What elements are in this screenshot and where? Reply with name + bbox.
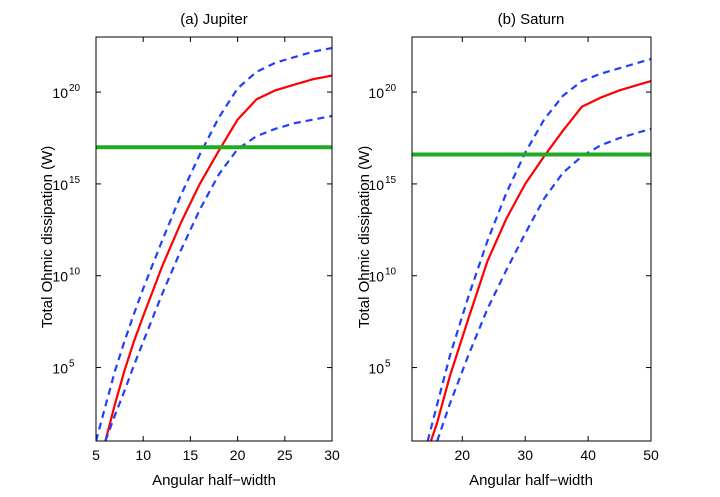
y-tick-label-saturn: 10 bbox=[368, 85, 384, 101]
plot-area-jupiter bbox=[96, 46, 332, 441]
y-tick-exponent-jupiter: 15 bbox=[69, 175, 81, 186]
y-tick-label-saturn: 10 bbox=[368, 361, 384, 377]
x-tick-label-jupiter: 5 bbox=[92, 447, 100, 463]
y-tick-label-saturn: 10 bbox=[368, 269, 384, 285]
x-tick-label-saturn: 30 bbox=[517, 447, 533, 463]
x-tick-label-jupiter: 20 bbox=[230, 447, 246, 463]
series-lower-jupiter bbox=[104, 114, 332, 441]
x-tick-label-jupiter: 30 bbox=[324, 447, 340, 463]
y-tick-exponent-jupiter: 5 bbox=[69, 359, 75, 370]
x-tick-label-saturn: 40 bbox=[580, 447, 596, 463]
y-tick-label-jupiter: 10 bbox=[52, 85, 68, 101]
panel-jupiter: (a) Jupiter Total Ohmic dissipation (W) … bbox=[39, 11, 340, 489]
y-tick-exponent-saturn: 5 bbox=[385, 359, 391, 370]
panel-title-saturn: (b) Saturn bbox=[498, 11, 565, 28]
series-middle-saturn bbox=[429, 80, 651, 441]
axes-box-jupiter bbox=[95, 36, 333, 442]
y-axis-title-jupiter: Total Ohmic dissipation (W) bbox=[39, 146, 56, 329]
y-tick-exponent-saturn: 10 bbox=[385, 267, 397, 278]
y-tick-exponent-saturn: 20 bbox=[385, 83, 397, 94]
series-lower-saturn bbox=[436, 127, 651, 441]
x-axis-title-saturn: Angular half−width bbox=[469, 472, 593, 489]
x-tick-label-jupiter: 10 bbox=[135, 447, 151, 463]
x-tick-label-jupiter: 25 bbox=[277, 447, 293, 463]
series-upper-jupiter bbox=[96, 46, 332, 441]
y-tick-exponent-saturn: 15 bbox=[385, 175, 397, 186]
series-upper-saturn bbox=[426, 57, 651, 441]
y-axis-title-saturn: Total Ohmic dissipation (W) bbox=[356, 146, 373, 329]
y-tick-label-jupiter: 10 bbox=[52, 269, 68, 285]
y-tick-exponent-jupiter: 20 bbox=[69, 83, 81, 94]
x-tick-label-saturn: 50 bbox=[643, 447, 659, 463]
panel-title-jupiter: (a) Jupiter bbox=[180, 11, 248, 28]
x-tick-label-jupiter: 15 bbox=[183, 447, 199, 463]
x-tick-label-saturn: 20 bbox=[455, 447, 471, 463]
plot-area-saturn bbox=[412, 57, 651, 441]
axes-box-saturn bbox=[411, 36, 652, 442]
series-middle-jupiter bbox=[104, 74, 332, 441]
panel-saturn: (b) Saturn Total Ohmic dissipation (W) A… bbox=[356, 11, 659, 489]
x-axis-title-jupiter: Angular half−width bbox=[152, 472, 276, 489]
y-tick-label-jupiter: 10 bbox=[52, 177, 68, 193]
y-tick-exponent-jupiter: 10 bbox=[69, 267, 81, 278]
y-tick-label-saturn: 10 bbox=[368, 177, 384, 193]
y-tick-label-jupiter: 10 bbox=[52, 361, 68, 377]
